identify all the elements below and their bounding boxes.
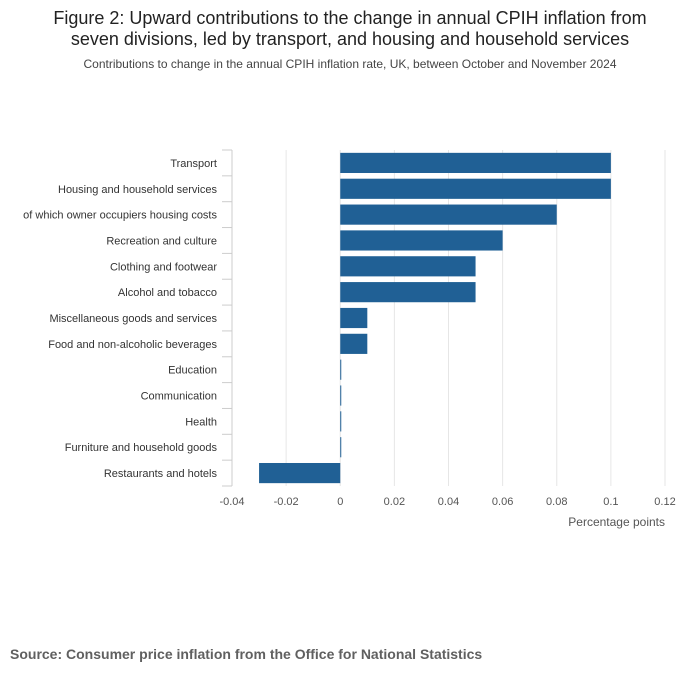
category-label-11: Furniture and household goods [65,442,218,454]
category-label-7: Food and non-alcoholic beverages [48,339,217,351]
category-label-3: Recreation and culture [106,235,217,247]
bar-3 [340,230,503,251]
category-label-0: Transport [170,158,217,170]
category-label-5: Alcohol and tobacco [118,287,217,299]
x-tick-label-1: -0.02 [274,496,299,508]
bar-chart: Transport Housing and household services o… [23,149,676,529]
bar-0 [340,152,611,174]
chart-title: Figure 2: Upward contributions to the ch… [0,8,700,50]
bar-6 [340,307,368,329]
bar-7 [340,333,368,354]
x-tick-label-6: 0.08 [546,496,567,508]
category-label-8: Education [168,365,217,377]
category-label-2: of which owner occupiers housing costs [23,210,217,222]
bar-4 [340,256,476,277]
category-label-9: Communication [141,391,217,403]
category-label-4: Clothing and footwear [110,261,217,273]
x-tick-label-8: 0.12 [654,496,675,508]
bar-9 [340,385,342,406]
chart-title-line-1: Figure 2: Upward contributions to the ch… [53,8,647,28]
x-tick-label-4: 0.04 [438,496,459,508]
x-tick-label-7: 0.1 [603,496,618,508]
category-label-6: Miscellaneous goods and services [49,313,217,325]
bar-12 [259,462,341,484]
x-tick-label-2: 0 [337,496,343,508]
category-label-1: Housing and household services [58,184,217,196]
bar-5 [340,282,476,303]
x-tick-label-0: -0.04 [219,496,244,508]
source-note: Source: Consumer price inflation from th… [10,646,483,662]
x-tick-label-3: 0.02 [384,496,405,508]
bar-11 [340,437,342,458]
bar-2 [340,204,557,225]
bar-8 [340,359,342,380]
category-label-10: Health [185,416,217,428]
x-axis-title: Percentage points [568,515,665,529]
chart-title-line-2: seven divisions, led by transport, and h… [70,29,630,49]
x-tick-label-5: 0.06 [492,496,513,508]
chart-subtitle: Contributions to change in the annual CP… [83,57,617,71]
bar-10 [340,411,342,432]
category-label-12: Restaurants and hotels [104,468,218,480]
bar-1 [340,178,611,199]
